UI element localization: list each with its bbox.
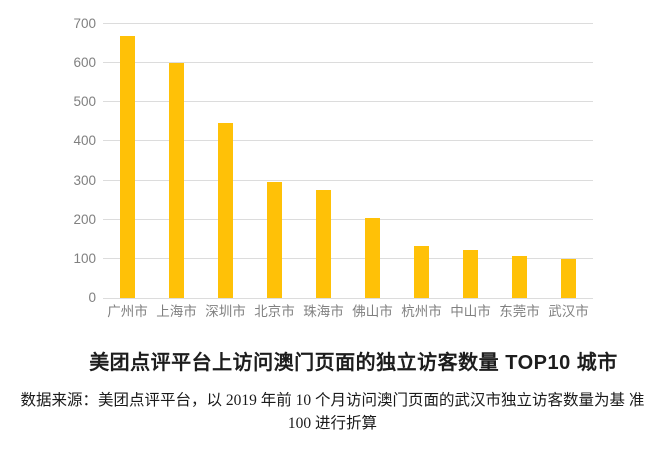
- x-axis-tick-label: 北京市: [254, 304, 295, 319]
- y-axis-tick-label: 700: [73, 16, 96, 31]
- x-axis-tick-label: 中山市: [450, 304, 491, 319]
- y-axis-tick-label: 200: [73, 211, 96, 227]
- y-axis-tick-label: 400: [73, 133, 96, 149]
- gridline: [103, 140, 593, 141]
- y-axis: 0 100 200 300 400 500 600 700: [0, 16, 96, 305]
- x-axis-tick-label: 东莞市: [499, 304, 540, 319]
- y-axis-tick-label: 500: [73, 94, 96, 110]
- bar-深圳市: [218, 123, 233, 298]
- gridline: [103, 23, 593, 24]
- bar-东莞市: [512, 255, 527, 298]
- x-axis-tick-label: 上海市: [156, 304, 197, 319]
- bar-北京市: [267, 181, 282, 298]
- y-axis-tick-label: 100: [73, 250, 96, 266]
- gridline: [103, 101, 593, 102]
- x-axis-tick-label: 广州市: [107, 304, 148, 319]
- x-axis-tick-label: 武汉市: [548, 304, 589, 319]
- x-axis: 广州市 上海市 深圳市 北京市 珠海市 佛山市 杭州市 中山市 东莞市 武汉市: [103, 304, 593, 324]
- bar-杭州市: [414, 245, 429, 298]
- bar-广州市: [120, 35, 135, 298]
- gridline: [103, 258, 593, 259]
- x-axis-tick-label: 杭州市: [401, 304, 442, 319]
- chart-title: 美团点评平台上访问澳门页面的独立访客数量 TOP10 城市: [89, 352, 618, 374]
- data-source-line: 数据来源：美团点评平台，以 2019 年前 10 个月访问澳门页面的武汉市独立访…: [20, 392, 626, 409]
- x-axis-tick-label: 深圳市: [205, 304, 246, 319]
- data-source-note: 数据来源：美团点评平台，以 2019 年前 10 个月访问澳门页面的武汉市独立访…: [14, 389, 651, 435]
- gridline: [103, 180, 593, 181]
- x-axis-tick-label: 珠海市: [303, 304, 344, 319]
- gridline: [103, 62, 593, 63]
- gridline: [103, 298, 593, 299]
- x-axis-tick-label: 佛山市: [352, 304, 393, 319]
- gridline: [103, 219, 593, 220]
- bar-上海市: [169, 63, 184, 298]
- plot-area: [103, 23, 593, 299]
- bar-佛山市: [365, 217, 380, 298]
- bar-珠海市: [316, 189, 331, 298]
- y-axis-tick-label: 600: [73, 55, 96, 71]
- bar-武汉市: [561, 258, 576, 298]
- y-axis-tick-label: 0: [88, 290, 96, 305]
- bar-中山市: [463, 250, 478, 298]
- y-axis-tick-label: 300: [73, 172, 96, 188]
- data-source-line: 准 100 进行折算: [287, 392, 645, 432]
